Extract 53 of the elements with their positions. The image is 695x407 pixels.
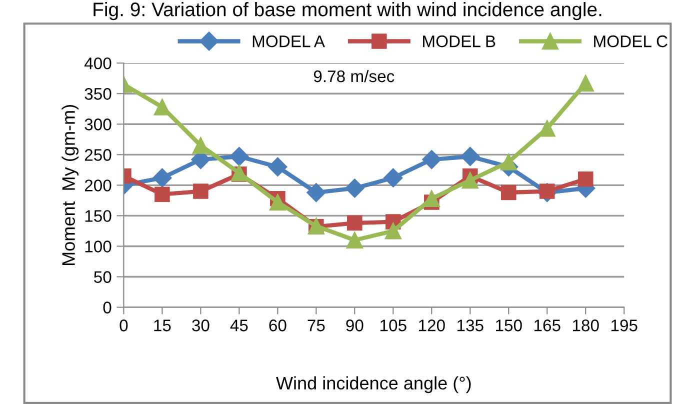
x-tick-label: 180 [572, 320, 599, 332]
y-tick-label: 350 [84, 88, 112, 100]
y-tick-label: 250 [84, 149, 112, 161]
point [154, 186, 170, 202]
point [500, 184, 516, 200]
y-tick-label: 200 [84, 180, 112, 192]
x-tick-label: 15 [154, 320, 171, 332]
x-tick-label: 165 [534, 320, 560, 332]
legend-label: MODEL B [423, 35, 496, 48]
x-tick-label: 120 [419, 320, 445, 332]
y-tick-label: 400 [84, 57, 112, 70]
point [422, 150, 442, 170]
y-tick-label: 300 [84, 118, 112, 130]
point [538, 120, 556, 137]
point [423, 190, 440, 207]
legend-label: MODEL C [594, 35, 668, 48]
point [346, 232, 363, 248]
point [384, 168, 403, 188]
point [193, 184, 208, 199]
x-tick-label: 0 [120, 320, 128, 332]
point [268, 157, 288, 176]
point [462, 172, 478, 189]
x-tick-label: 75 [308, 320, 325, 332]
point [577, 74, 594, 92]
x-tick-label: 90 [346, 320, 364, 332]
x-tick-label: 105 [380, 320, 406, 332]
point [500, 154, 517, 170]
point [460, 146, 480, 166]
legend-label: MODEL A [252, 35, 325, 48]
point [269, 194, 286, 211]
point [230, 146, 249, 166]
x-tick-label: 45 [230, 320, 248, 332]
chart-title: Fig. 9: Variation of base moment with wind incidence angle. [94, 2, 602, 20]
y-tick-label: 0 [103, 302, 112, 314]
point [192, 137, 210, 154]
y-axis-title: Moment My (gm-m) [62, 105, 79, 265]
y-tick-label: 50 [94, 271, 112, 283]
point [347, 215, 362, 231]
point [152, 168, 172, 188]
x-tick-label: 135 [458, 320, 484, 332]
x-tick-label: 30 [192, 320, 210, 332]
point [345, 178, 364, 198]
point [578, 171, 594, 187]
x-tick-label: 150 [496, 320, 522, 332]
x-axis-title: Wind incidence angle (°) [276, 376, 471, 394]
annotation: 9.78 m/sec [314, 70, 394, 82]
y-tick-label: 100 [85, 240, 112, 252]
y-tick-label: 150 [85, 210, 112, 222]
x-tick-label: 60 [269, 320, 286, 332]
point [306, 182, 326, 202]
x-tick-label: 195 [611, 320, 638, 332]
point [154, 98, 171, 116]
point [384, 222, 402, 240]
